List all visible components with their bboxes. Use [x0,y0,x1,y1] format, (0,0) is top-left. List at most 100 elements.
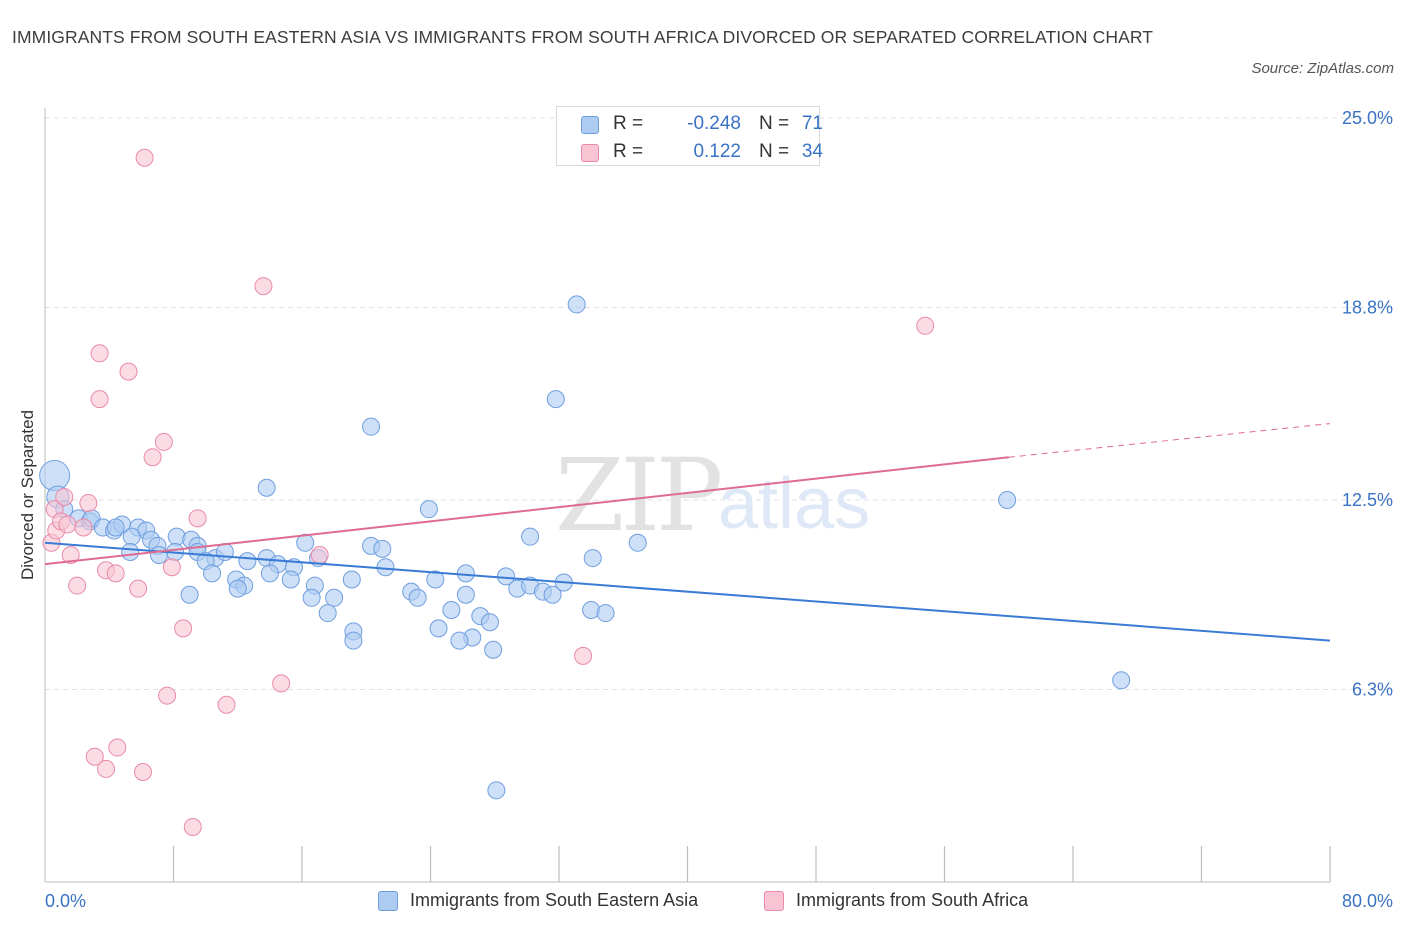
data-point-south-eastern-asia [456,585,475,604]
data-point-south-eastern-asia [180,585,199,604]
data-point-south-eastern-asia [543,585,562,604]
data-point-south-africa [162,558,181,577]
axes [44,108,1331,883]
data-point-south-africa [108,738,127,757]
trend-line-south-africa [44,456,1009,566]
y-tick-label: 12.5% [1342,490,1393,510]
data-point-south-eastern-asia [442,601,461,620]
data-point-south-africa [61,546,80,565]
data-point-south-eastern-asia [998,491,1017,509]
data-point-south-eastern-asia [628,533,647,552]
legend-n-value: 34 [801,141,823,162]
data-point-south-eastern-asia [408,588,427,607]
data-point-south-eastern-asia [426,570,445,589]
legend-n-label: N = [759,141,790,162]
watermark-atlas: atlas [718,464,870,544]
data-point-south-eastern-asia [122,527,141,546]
data-point-south-africa [119,362,138,381]
data-point-south-eastern-asia [121,542,140,561]
data-point-south-eastern-asia [450,631,469,650]
data-point-south-eastern-asia [238,552,257,571]
watermark: ZIP atlas [555,437,870,554]
data-point-south-eastern-asia [429,619,448,638]
data-point-south-africa [217,695,236,714]
trend-lines [44,423,1331,642]
data-point-south-eastern-asia [376,558,395,577]
x-tick-label: 80.0% [1342,891,1393,911]
legend-r-value: 0.122 [693,141,741,162]
bottom-legend-label: Immigrants from South Eastern Asia [410,890,699,910]
data-point-south-eastern-asia [1112,671,1131,690]
data-point-south-eastern-asia [260,564,279,583]
tick-labels: 6.3% 12.5% 18.8% 25.0% 0.0% 80.0% [45,108,1393,911]
data-point-south-eastern-asia [344,631,363,650]
data-point-south-eastern-asia [567,295,586,314]
data-point-south-eastern-asia [302,588,321,607]
legend-r-label: R = [613,113,644,134]
data-point-south-africa [154,432,173,451]
data-point-south-africa [143,448,162,467]
legend-swatch-pink [581,144,599,162]
data-point-south-africa [183,817,202,836]
chart-title: IMMIGRANTS FROM SOUTH EASTERN ASIA VS IM… [12,27,1154,47]
legend-r-label: R = [613,141,644,162]
data-point-south-eastern-asia [296,533,315,552]
data-point-south-eastern-asia [203,564,222,583]
data-point-south-africa [68,576,87,595]
data-point-south-africa [90,344,109,363]
data-point-south-eastern-asia [419,500,438,519]
data-point-south-eastern-asia [546,390,565,409]
y-axis-title: Divorced or Separated [18,409,37,581]
data-point-south-africa [272,674,291,693]
bottom-legend-swatch-blue [378,891,398,911]
data-point-south-eastern-asia [480,613,499,632]
legend-r-value: -0.248 [687,113,741,134]
data-point-south-africa [174,619,193,638]
data-point-south-africa [188,509,207,528]
data-point-south-africa [310,546,329,565]
y-tick-label: 18.8% [1342,297,1393,317]
data-point-south-eastern-asia [487,781,506,800]
data-point-south-eastern-asia [583,549,602,568]
trend-line-south-africa-extrapolated [1008,423,1331,458]
series-south-africa-points [42,148,935,836]
data-point-south-africa [916,316,935,335]
legend-n-value: 71 [801,113,823,134]
data-point-south-africa [129,579,148,598]
data-point-south-eastern-asia [318,604,337,623]
data-point-south-eastern-asia [150,546,169,565]
data-point-south-eastern-asia [228,579,247,598]
data-point-south-eastern-asia [106,518,125,537]
data-point-south-eastern-asia [596,604,615,623]
data-point-south-africa [254,277,273,296]
grid-lines [45,117,1392,690]
bottom-legend-label: Immigrants from South Africa [796,890,1029,910]
data-point-south-eastern-asia [362,417,381,436]
data-point-south-africa [55,487,74,506]
data-point-south-africa [158,686,177,705]
legend-swatch-blue [581,116,599,134]
data-point-south-africa [58,515,77,534]
data-point-south-eastern-asia [342,570,361,589]
x-tick-label: 0.0% [45,891,86,911]
trend-line-south-eastern-asia [44,541,1331,642]
data-point-south-africa [106,564,125,583]
bottom-legend-swatch-pink [764,891,784,911]
chart-source: Source: ZipAtlas.com [1251,60,1394,77]
data-point-south-eastern-asia [257,478,276,497]
data-point-south-africa [97,759,116,778]
data-point-south-eastern-asia [456,564,475,583]
y-tick-label: 6.3% [1352,679,1393,699]
data-point-south-eastern-asia [325,588,344,607]
data-point-south-africa [74,518,93,537]
data-point-south-africa [574,646,593,665]
data-point-south-africa [133,762,152,781]
data-point-south-africa [85,747,104,766]
data-point-south-africa [79,494,98,513]
data-point-south-africa [90,390,109,409]
data-point-south-eastern-asia [484,640,503,659]
data-point-south-africa [135,148,154,167]
correlation-legend: R = -0.248 N = 71 R = 0.122 N = 34 [556,106,823,166]
data-point-south-eastern-asia [521,527,540,546]
